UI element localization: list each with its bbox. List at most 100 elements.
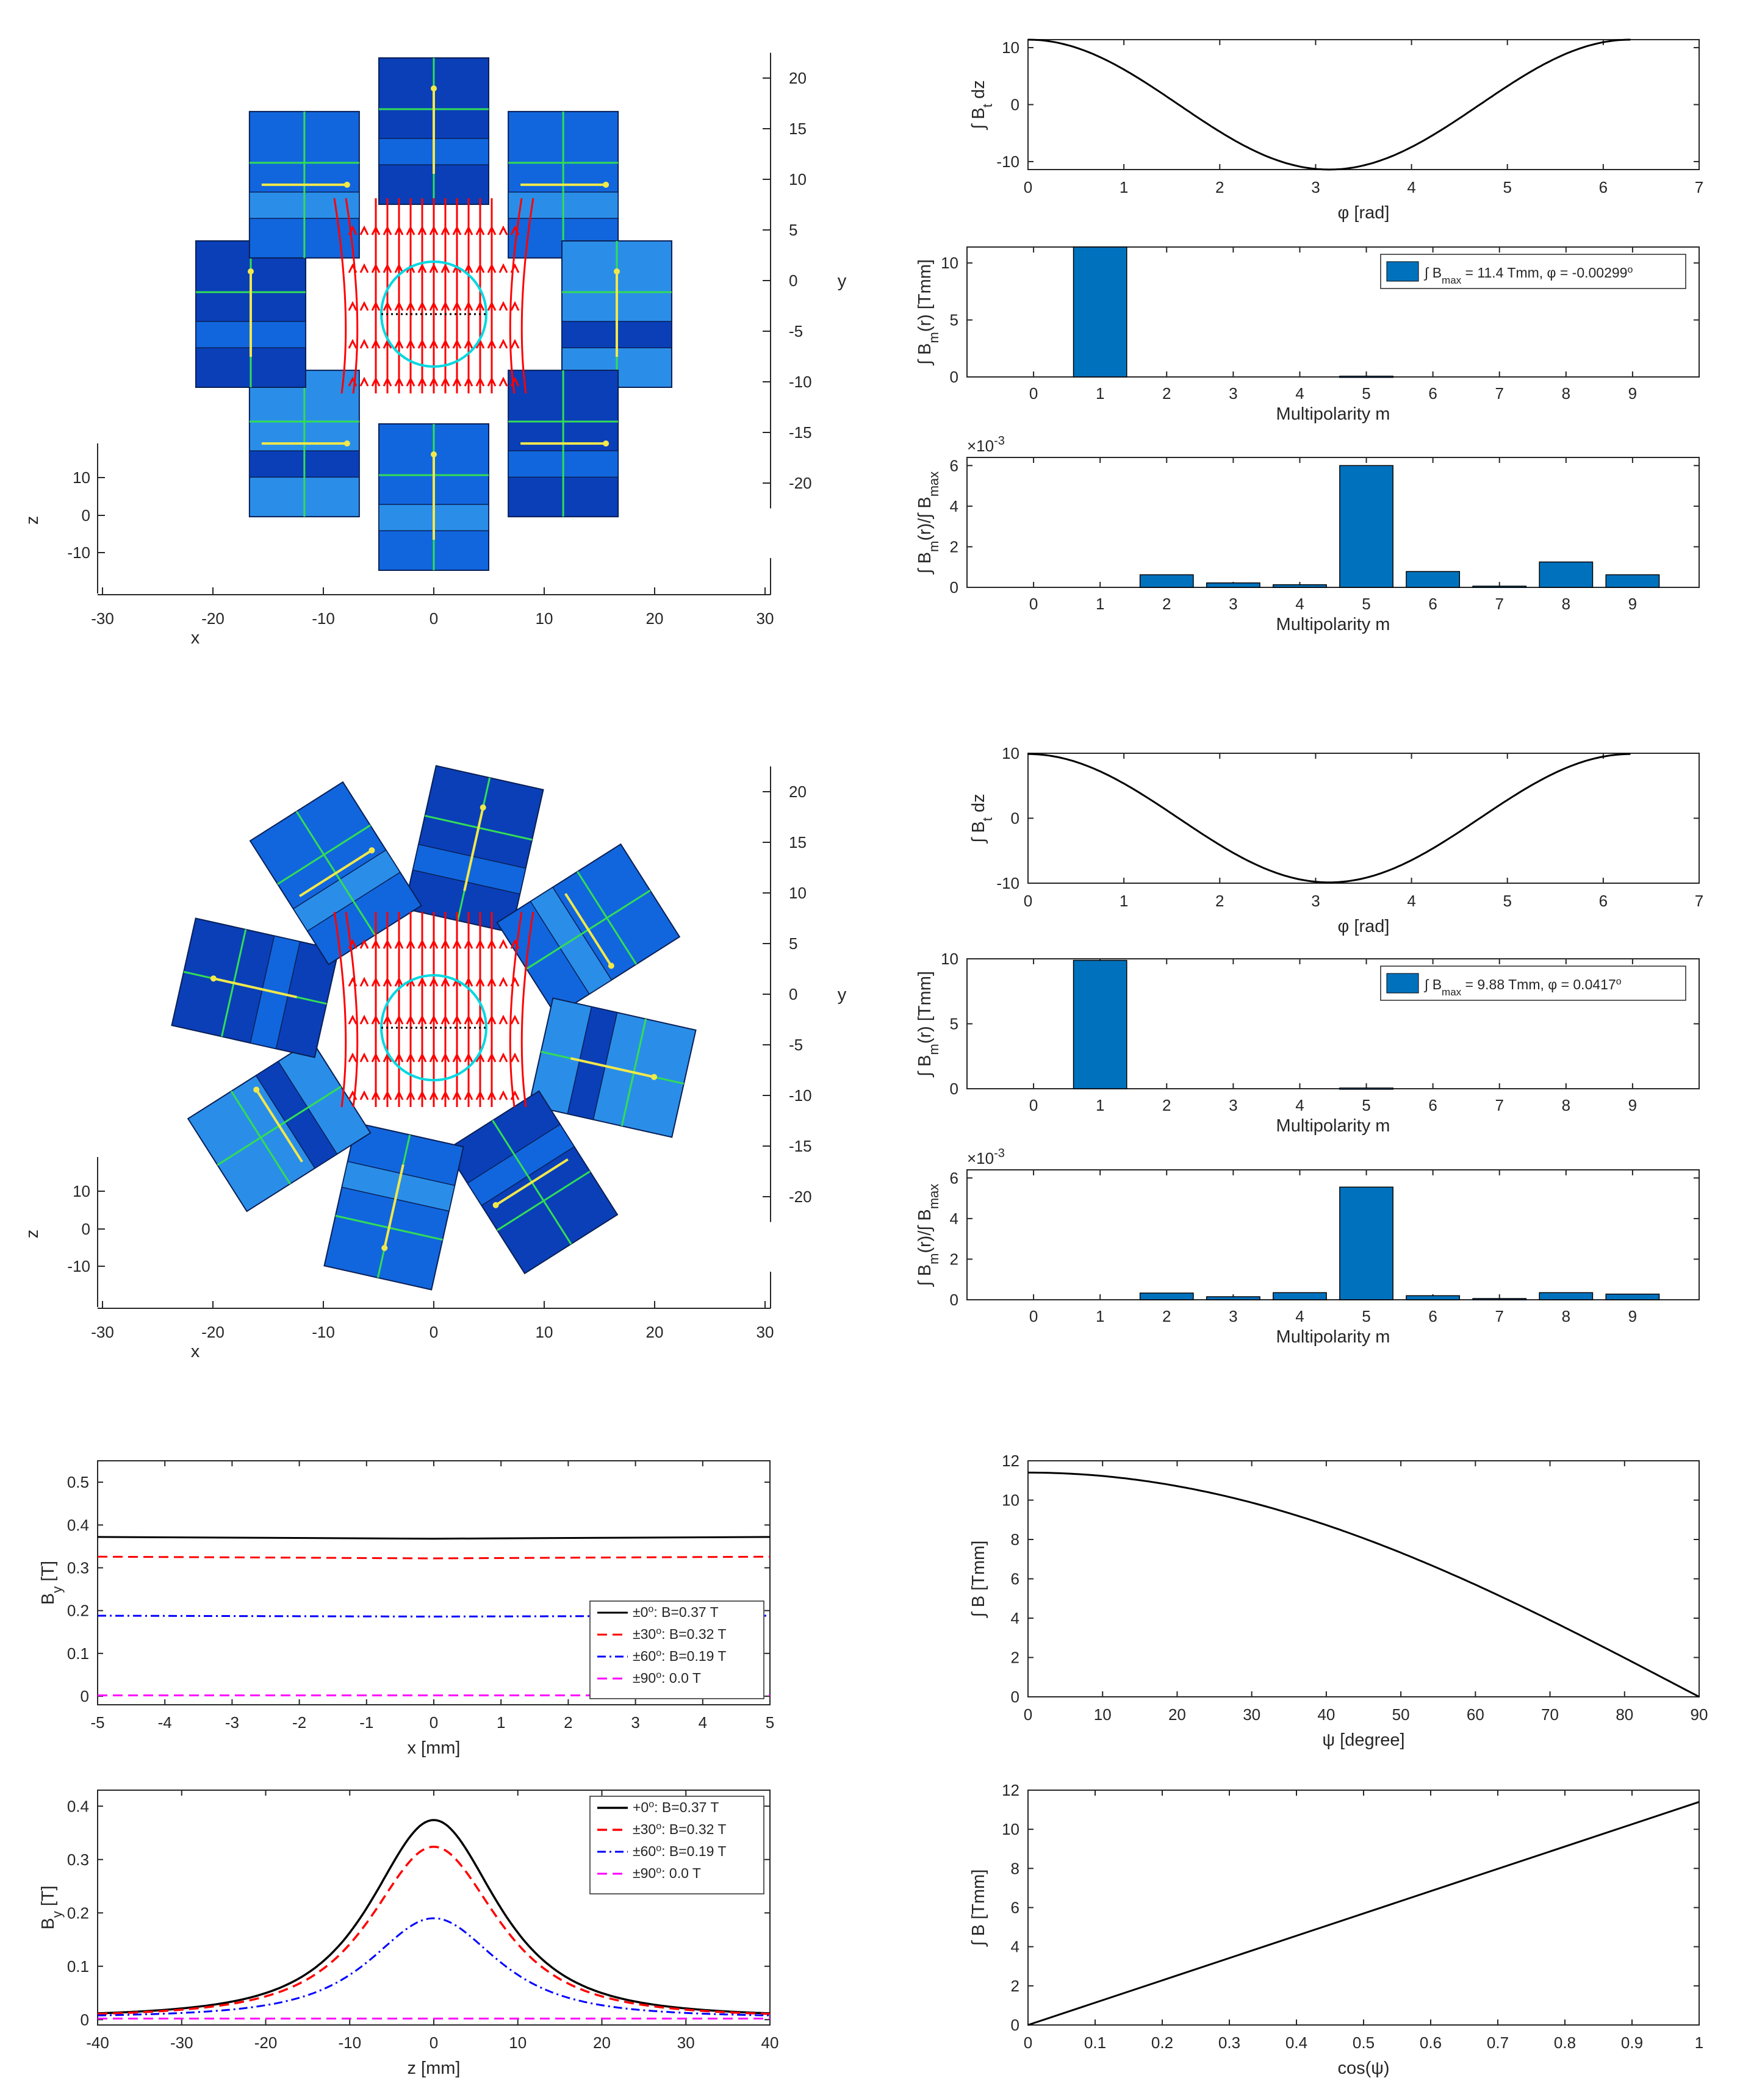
- magnet-block: [171, 917, 340, 1058]
- y-tick-label: 5: [950, 311, 958, 329]
- field-arrow: [475, 977, 485, 987]
- field-arrow: [452, 339, 462, 349]
- magnet-block: [249, 781, 422, 966]
- x-tick-label: 0: [430, 2034, 438, 2052]
- bar-8: [1539, 561, 1594, 588]
- y-tick-label: 10: [1002, 744, 1019, 762]
- x-tick-label: 0.6: [1420, 2034, 1442, 2052]
- field-arrow: [452, 977, 462, 987]
- y-tick-label: 0.2: [67, 1602, 89, 1620]
- x-tick-label: 5: [766, 1713, 774, 1732]
- field-arrow: [440, 301, 450, 311]
- field-arrow: [429, 977, 439, 987]
- y-tick-label: 0.3: [67, 1558, 89, 1577]
- x-tick-label: -10: [312, 1323, 335, 1341]
- y-tick-label: -10: [996, 152, 1019, 171]
- x-tick-label: -5: [90, 1713, 104, 1732]
- magnet-block: [403, 765, 544, 934]
- y-tick-label: 0: [789, 271, 797, 290]
- x-axis-label: Multipolarity m: [1276, 615, 1390, 634]
- magnet-block: [528, 997, 697, 1138]
- field-arrow: [452, 263, 462, 273]
- field-arrow: [498, 939, 508, 949]
- field-arrow: [383, 1090, 392, 1100]
- legend-entry: ∫ Bmax = 11.4 Tmm, φ = -0.00299o: [1423, 265, 1633, 286]
- field-arrow: [394, 977, 404, 987]
- field-arrow: [371, 1014, 381, 1025]
- x-tick-label: 0.1: [1084, 2034, 1106, 2052]
- magnetization-arrow-head: [253, 1086, 260, 1093]
- field-arrow: [383, 376, 392, 387]
- bar-3: [1206, 1296, 1260, 1300]
- legend: ±0o: B=0.37 T ±30o: B=0.32 T ±60o: B=0.19 …: [589, 1600, 764, 1699]
- magnetization-arrow: [299, 849, 373, 897]
- legend: +0o: B=0.37 T ±30o: B=0.32 T ±60o: B=0.19 …: [589, 1796, 764, 1894]
- field-arrow: [406, 376, 415, 387]
- magnet-block: [323, 1122, 464, 1291]
- field-arrow: [406, 1052, 415, 1063]
- x-tick-label: 4: [1407, 178, 1415, 196]
- x-tick-label: 1: [1096, 384, 1104, 403]
- y-axis-label: ∫ Bm(r)/∫ Bmax: [915, 471, 941, 575]
- x-tick-label: -2: [292, 1713, 306, 1732]
- x-tick-label: 0: [1024, 178, 1032, 196]
- x-tick-label: 30: [1243, 1705, 1260, 1724]
- field-arrow: [406, 1090, 415, 1100]
- field-arrow: [475, 301, 485, 311]
- y-tick-label: 6: [950, 456, 958, 475]
- field-line: [333, 911, 347, 1108]
- y-tick-label: 0: [950, 578, 958, 597]
- field-arrow: [498, 1052, 508, 1063]
- y-tick-label: 2: [950, 537, 958, 556]
- field-arrow: [394, 1052, 404, 1063]
- field-arrow: [440, 939, 450, 949]
- x-tick-label: 1: [1120, 178, 1128, 196]
- field-arrow: [440, 977, 450, 987]
- x-tick-label: 7: [1495, 595, 1503, 613]
- magnet-block: [378, 57, 489, 205]
- field-arrow: [510, 1052, 520, 1063]
- x-tick-label: -10: [312, 609, 335, 628]
- bar-8: [1539, 1292, 1594, 1300]
- x-tick-label: 1: [1695, 2034, 1703, 2052]
- field-line: [520, 911, 534, 1108]
- x-tick-label: 50: [1392, 1705, 1410, 1724]
- x-tick-label: 4: [1295, 1096, 1304, 1114]
- z-tick-label: -10: [67, 543, 90, 562]
- field-arrow: [510, 301, 520, 311]
- x-tick-label: 3: [1229, 595, 1237, 613]
- field-arrow: [394, 263, 404, 273]
- field-arrow: [452, 376, 462, 387]
- magnetization-arrow-head: [343, 440, 350, 447]
- x-tick-label: 7: [1495, 1307, 1503, 1325]
- x-tick-label: -1: [359, 1713, 373, 1732]
- x-tick-label: 0: [1029, 1307, 1038, 1325]
- x-tick-label: 0: [1029, 595, 1038, 613]
- series-line-0: [97, 1536, 771, 1540]
- field-arrow: [406, 939, 415, 949]
- chart-p5: 0 1 2 3 4 5 6 7 8 9 0 5 10 Multipolarity m ∫ Bm(r) [Tm…: [915, 950, 1700, 1136]
- legend-entry: ∫ Bmax = 9.88 Tmm, φ = 0.0417o: [1423, 977, 1622, 998]
- bar-5: [1339, 1088, 1393, 1090]
- magnet-edge: [577, 871, 638, 965]
- x-tick-label: 5: [1362, 1096, 1370, 1114]
- chart-p9: -40 -30 -20 -10 0 10 20 30 40 0 0.1 0.2 0.3 0.4 z [mm]…: [38, 1790, 778, 2078]
- x-tick-label: 1: [1096, 595, 1104, 613]
- z-tick-label: 10: [73, 468, 90, 487]
- field-arrow: [394, 376, 404, 387]
- magnetization-arrow-head: [492, 1202, 499, 1208]
- x-tick-label: 0.7: [1487, 2034, 1509, 2052]
- z-tick-label: 0: [82, 1220, 90, 1238]
- z-axis-label: z: [23, 516, 42, 525]
- magnetization-arrow-head: [480, 804, 486, 811]
- bar-6: [1406, 571, 1461, 588]
- x-tick-label: -20: [254, 2034, 278, 2052]
- field-arrow: [429, 1090, 439, 1100]
- field-arrow: [406, 1014, 415, 1025]
- x-tick-label: 9: [1628, 384, 1637, 403]
- magnet-block: [248, 110, 360, 259]
- field-arrow: [406, 301, 415, 311]
- y-axis-label: ∫ Bt dz: [969, 794, 995, 844]
- y-tick-label: -5: [789, 322, 803, 340]
- y-tick-label: 0.4: [67, 1516, 89, 1534]
